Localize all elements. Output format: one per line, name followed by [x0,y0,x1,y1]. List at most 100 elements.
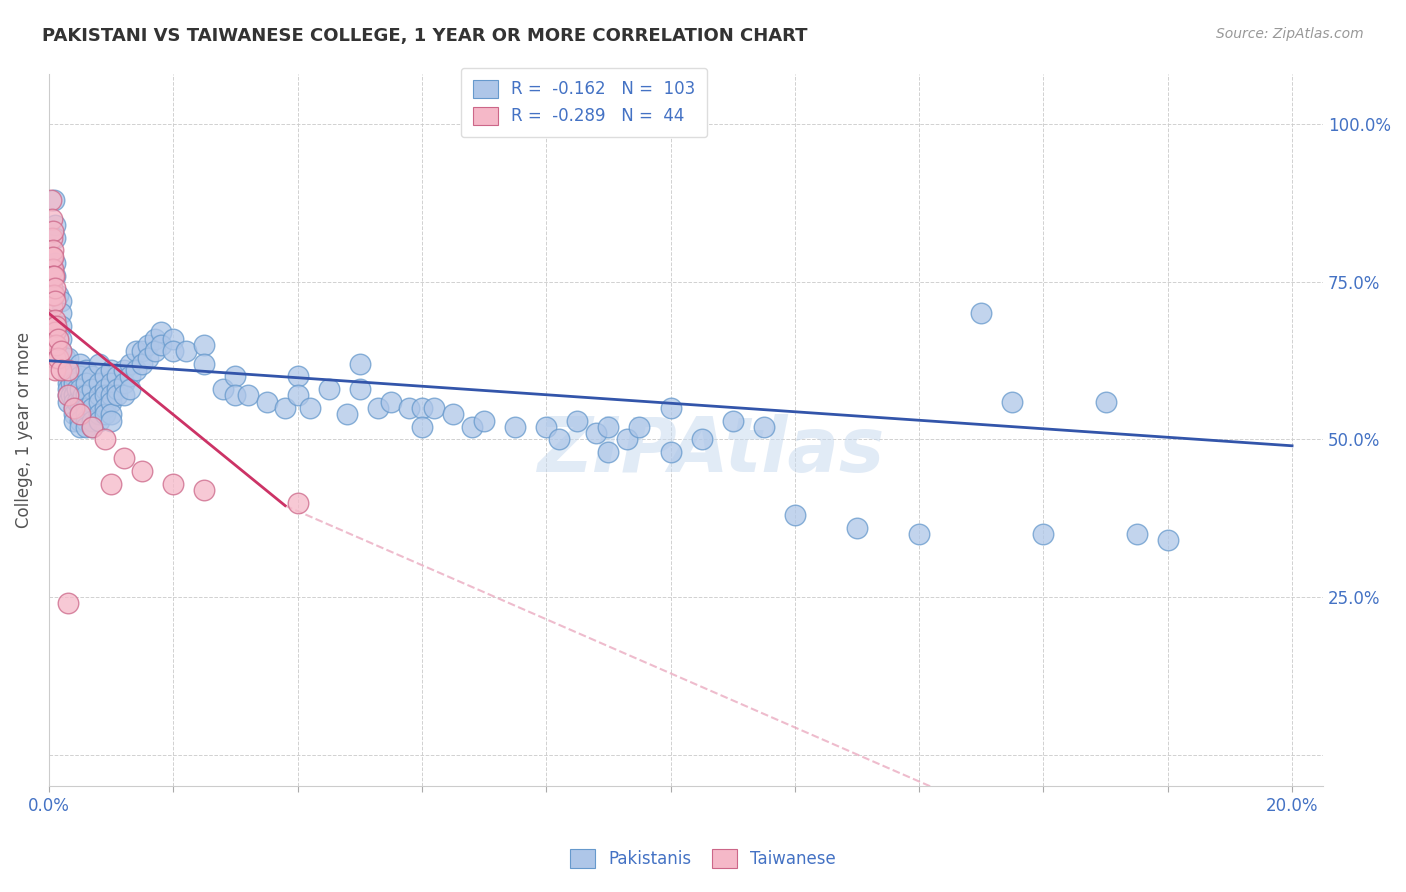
Point [56,596,79,610]
Point [616,433,638,447]
Point [598,420,620,434]
Point [1157,533,1180,548]
Point [125,363,148,377]
Point [423,401,446,415]
Point [69,407,91,421]
Point [256,394,278,409]
Point [112,363,135,377]
Point [659,401,682,415]
Point [87,394,110,409]
Point [318,382,340,396]
Point [193,338,215,352]
Point [783,508,806,522]
Point [63,394,86,409]
Point [46,287,69,301]
Point [212,382,235,396]
Point [41,319,63,334]
Point [46,332,69,346]
Point [105,388,128,402]
Point [224,369,246,384]
Point [94,388,117,402]
Point [63,369,86,384]
Point [398,401,420,415]
Point [42,193,65,207]
Point [41,250,63,264]
Point [1032,527,1054,541]
Point [56,363,79,377]
Point [69,414,91,428]
Point [131,357,153,371]
Point [721,414,744,428]
Point [75,401,97,415]
Point [41,231,63,245]
Point [46,351,69,365]
Point [44,231,66,245]
Point [162,344,184,359]
Point [1001,394,1024,409]
Point [367,401,389,415]
Point [56,394,79,409]
Point [1125,527,1147,541]
Point [131,464,153,478]
Point [82,420,104,434]
Point [75,388,97,402]
Point [112,451,135,466]
Point [82,382,104,396]
Point [69,382,91,396]
Point [87,376,110,390]
Point [224,388,246,402]
Point [82,420,104,434]
Point [75,363,97,377]
Point [66,394,89,409]
Point [380,394,402,409]
Point [336,407,359,421]
Point [118,382,141,396]
Point [82,369,104,384]
Point [42,287,65,301]
Point [44,281,66,295]
Point [349,357,371,371]
Point [94,369,117,384]
Point [87,388,110,402]
Point [94,382,117,396]
Point [75,414,97,428]
Point [100,476,122,491]
Text: PAKISTANI VS TAIWANESE COLLEGE, 1 YEAR OR MORE CORRELATION CHART: PAKISTANI VS TAIWANESE COLLEGE, 1 YEAR O… [42,27,807,45]
Point [41,225,63,239]
Point [69,357,91,371]
Point [66,382,89,396]
Point [174,344,197,359]
Point [690,433,713,447]
Point [59,376,82,390]
Point [87,407,110,421]
Point [287,369,309,384]
Point [41,211,63,226]
Point [131,344,153,359]
Point [112,388,135,402]
Point [100,388,122,402]
Point [63,388,86,402]
Point [44,363,66,377]
Point [63,414,86,428]
Point [846,521,869,535]
Point [105,369,128,384]
Point [547,433,569,447]
Point [970,306,993,320]
Point [100,394,122,409]
Point [63,401,86,415]
Point [287,495,309,509]
Legend: R =  -0.162   N =  103, R =  -0.289   N =  44: R = -0.162 N = 103, R = -0.289 N = 44 [461,68,707,137]
Point [41,332,63,346]
Point [193,357,215,371]
Point [44,268,66,283]
Point [63,376,86,390]
Point [75,376,97,390]
Point [100,376,122,390]
Point [44,218,66,232]
Point [94,407,117,421]
Point [42,268,65,283]
Point [51,306,73,320]
Point [56,369,79,384]
Point [56,388,79,402]
Text: ZIPAtlas: ZIPAtlas [538,415,886,489]
